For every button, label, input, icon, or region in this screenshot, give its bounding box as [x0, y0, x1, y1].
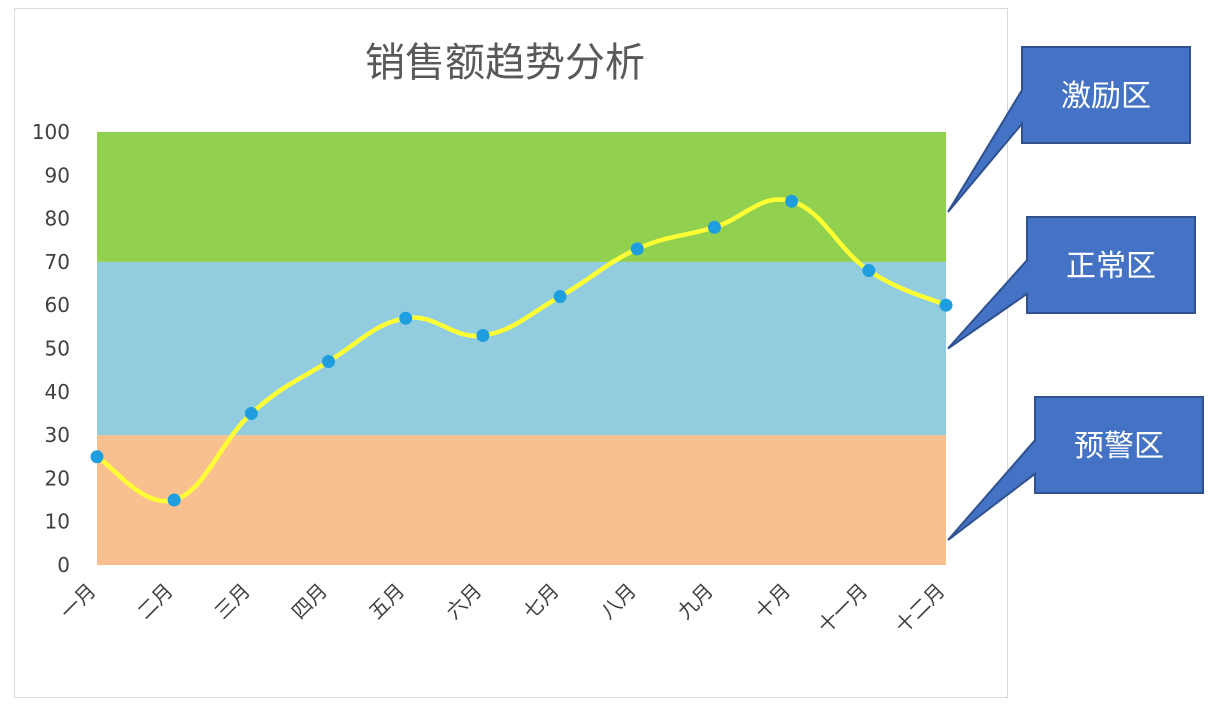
data-point — [90, 450, 104, 464]
data-point — [399, 311, 413, 325]
data-point — [476, 329, 490, 343]
x-tick-label: 四月 — [287, 579, 332, 624]
y-tick-label: 10 — [45, 510, 70, 534]
x-tick-label: 九月 — [673, 579, 718, 624]
y-tick-label: 80 — [45, 207, 70, 231]
data-point — [244, 406, 258, 420]
zone-callout-label: 预警区 — [1074, 429, 1164, 464]
data-point — [707, 220, 721, 234]
x-tick-label: 十二月 — [890, 579, 949, 638]
zone-callout — [947, 216, 1196, 350]
zone-callout — [947, 396, 1204, 541]
x-tick-label: 二月 — [132, 579, 177, 624]
data-point — [322, 354, 336, 368]
x-axis: 一月 二月 三月 四月 五月 六月 七月 八月 九月 十月 十一月 十二月 — [55, 579, 949, 638]
zone-callout-label: 激励区 — [1061, 79, 1151, 114]
zone-band — [97, 132, 946, 262]
zone-band — [97, 435, 946, 565]
y-tick-label: 90 — [45, 163, 70, 187]
y-tick-label: 40 — [45, 380, 70, 404]
y-tick-label: 100 — [32, 120, 70, 144]
zone-band — [97, 261, 946, 436]
x-tick-label: 八月 — [596, 579, 641, 624]
x-tick-label: 十一月 — [813, 579, 872, 638]
series-line — [95, 197, 947, 504]
x-tick-label: 六月 — [441, 579, 486, 624]
x-tick-label: 五月 — [364, 579, 409, 624]
x-tick-label: 一月 — [55, 579, 100, 624]
data-point — [553, 290, 567, 304]
zone-callout-label: 正常区 — [1066, 249, 1156, 284]
x-tick-label: 十月 — [750, 579, 795, 624]
x-tick-label: 七月 — [518, 579, 563, 624]
chart-title: 销售额趋势分析 — [365, 40, 645, 86]
series-layer — [90, 194, 953, 507]
zone-bands — [97, 132, 946, 565]
data-point — [167, 493, 181, 507]
y-axis: 0 10 20 30 40 50 60 70 80 90 100 — [32, 120, 70, 577]
zone-callout — [947, 46, 1191, 213]
y-tick-label: 50 — [45, 337, 70, 361]
data-point — [862, 264, 876, 278]
y-tick-label: 70 — [45, 250, 70, 274]
y-tick-label: 0 — [57, 553, 70, 577]
data-point — [785, 194, 799, 208]
data-point — [630, 242, 644, 256]
y-tick-label: 30 — [45, 423, 70, 447]
x-tick-label: 三月 — [210, 579, 255, 624]
y-tick-label: 20 — [45, 466, 70, 490]
y-tick-label: 60 — [45, 293, 70, 317]
data-point — [939, 298, 953, 312]
